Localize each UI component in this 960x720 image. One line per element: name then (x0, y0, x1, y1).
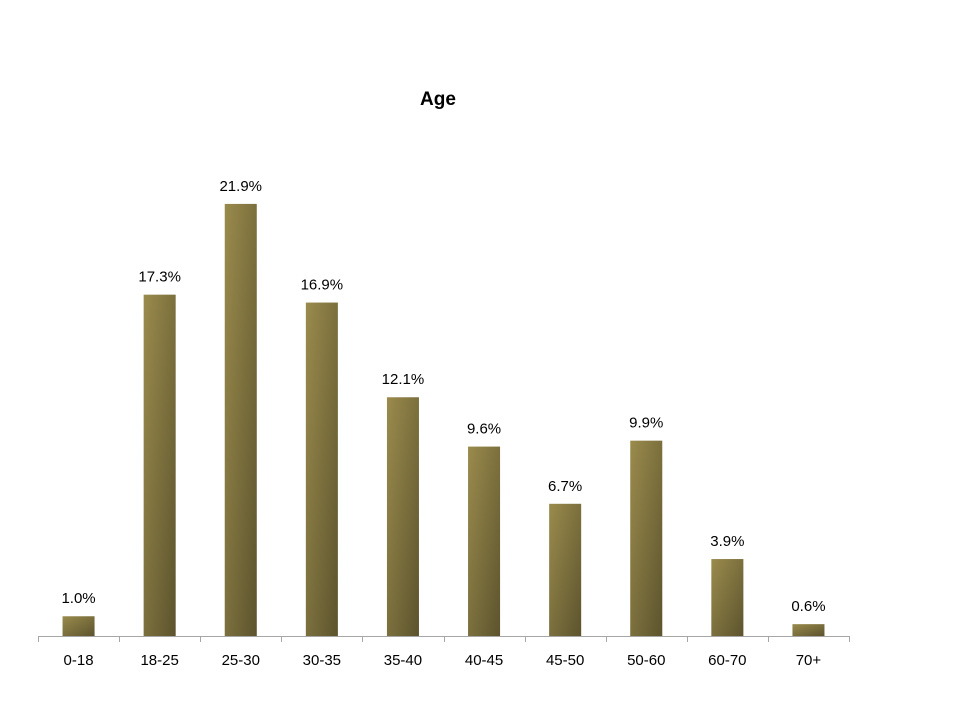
x-tick-label: 25-30 (222, 652, 260, 669)
bar-shade (549, 503, 582, 636)
value-label: 16.9% (301, 277, 344, 294)
bar-shade (143, 294, 176, 636)
x-tick-label: 30-35 (303, 652, 341, 669)
x-tick-label: 0-18 (64, 652, 94, 669)
bar-shade (224, 203, 257, 636)
bar-shade (62, 616, 95, 636)
value-label: 12.1% (382, 371, 425, 388)
bar-shade (711, 559, 744, 636)
x-tick-label: 18-25 (140, 652, 178, 669)
value-label: 17.3% (138, 269, 181, 286)
value-label: 0.6% (791, 598, 825, 615)
value-label: 9.9% (629, 415, 663, 432)
x-tick-label: 70+ (796, 652, 822, 669)
value-label: 6.7% (548, 478, 582, 495)
x-tick-label: 50-60 (627, 652, 665, 669)
x-tick-label: 45-50 (546, 652, 584, 669)
value-label: 9.6% (467, 421, 501, 438)
x-tick-label: 35-40 (384, 652, 422, 669)
value-label: 1.0% (61, 590, 95, 607)
x-tick-label: 60-70 (708, 652, 746, 669)
bar-shade (468, 446, 501, 636)
bar-shade (630, 440, 663, 636)
bar-shade (792, 624, 825, 636)
value-label: 3.9% (710, 533, 744, 550)
bar-shade (305, 302, 338, 636)
x-tick-label: 40-45 (465, 652, 503, 669)
bar-shade (386, 397, 419, 636)
value-label: 21.9% (219, 178, 262, 195)
chart-title: Age (420, 89, 456, 110)
